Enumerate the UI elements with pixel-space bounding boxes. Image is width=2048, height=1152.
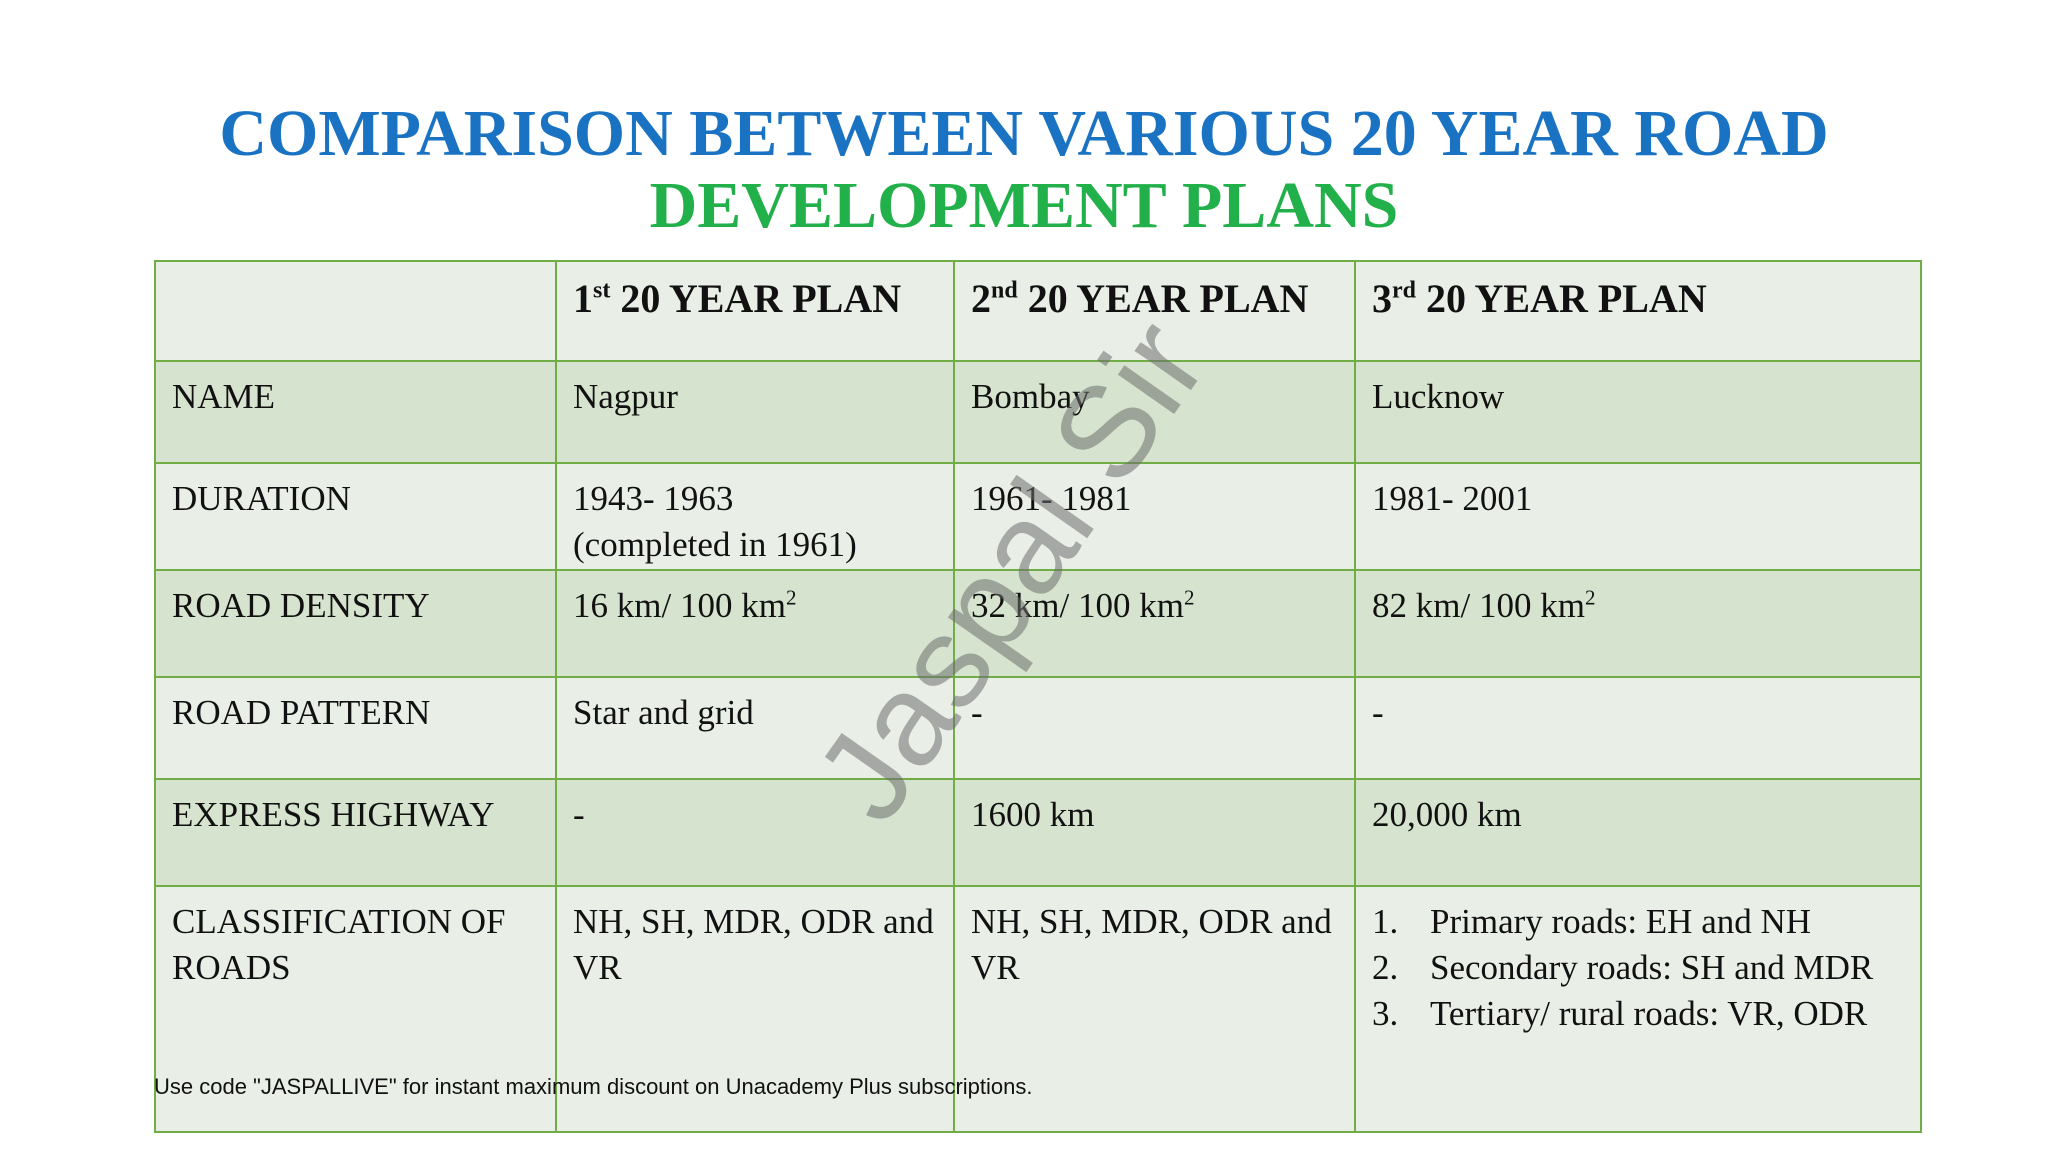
list-text: Primary roads: EH and NH bbox=[1430, 902, 1812, 941]
header-cell: 2nd 20 YEAR PLAN bbox=[953, 260, 1356, 362]
cell: 1981- 2001 bbox=[1354, 462, 1922, 571]
cell bbox=[154, 260, 557, 362]
line: (completed in 1961) bbox=[573, 525, 857, 564]
superscript: 2 bbox=[785, 585, 797, 610]
row: EXPRESS HIGHWAY - 1600 km 20,000 km bbox=[154, 778, 1922, 887]
list-text: Tertiary/ rural roads: VR, ODR bbox=[1430, 994, 1868, 1033]
row-label: ROAD PATTERN bbox=[154, 676, 557, 780]
header-cell: 1st 20 YEAR PLAN bbox=[555, 260, 955, 362]
list-number: 1. bbox=[1372, 902, 1399, 941]
cell: NH, SH, MDR, ODR and VR bbox=[555, 885, 955, 1133]
title-line: COMPARISON BETWEEN VARIOUS 20 YEAR ROAD bbox=[219, 97, 1829, 170]
cell: Star and grid bbox=[555, 676, 955, 780]
ordinal: 3 bbox=[1372, 276, 1392, 321]
row: DURATION 1943- 1963 (completed in 1961) 1… bbox=[154, 462, 1922, 571]
superscript: 2 bbox=[1584, 585, 1596, 610]
header-cell: 3rd 20 YEAR PLAN bbox=[1354, 260, 1922, 362]
row-label: NAME bbox=[154, 360, 557, 464]
title-line: DEVELOPMENT PLANS bbox=[649, 169, 1399, 242]
list-item: 1. Primary roads: EH and NH bbox=[1372, 899, 1904, 945]
cell: Lucknow bbox=[1354, 360, 1922, 464]
ordinal: 2 bbox=[971, 276, 991, 321]
cell: Bombay bbox=[953, 360, 1356, 464]
row: ROAD PATTERN Star and grid - - bbox=[154, 676, 1922, 780]
cell: 1943- 1963 (completed in 1961) bbox=[555, 462, 955, 571]
row: NAME Nagpur Bombay Lucknow bbox=[154, 360, 1922, 464]
header-text: 20 YEAR PLAN bbox=[1426, 276, 1707, 321]
cell: Nagpur bbox=[555, 360, 955, 464]
list-number: 3. bbox=[1372, 994, 1399, 1033]
line: 1961- 1981 bbox=[971, 479, 1132, 518]
cell: - bbox=[555, 778, 955, 887]
list-text: Secondary roads: SH and MDR bbox=[1430, 948, 1874, 987]
row-label: ROAD DENSITY bbox=[154, 569, 557, 678]
cell: 32 km/ 100 km2 bbox=[953, 569, 1356, 678]
suffix: rd bbox=[1392, 277, 1416, 304]
cell-text: 16 km/ 100 km bbox=[573, 586, 786, 625]
row-label: DURATION bbox=[154, 462, 557, 571]
line: 1943- 1963 bbox=[573, 479, 734, 518]
cell: - bbox=[953, 676, 1356, 780]
cell: 1600 km bbox=[953, 778, 1356, 887]
footer-note: Use code "JASPALLIVE" for instant maximu… bbox=[154, 1074, 1033, 1099]
list-item: 2. Secondary roads: SH and MDR bbox=[1372, 945, 1904, 991]
cell: - bbox=[1354, 676, 1922, 780]
row: CLASSIFICATION OF ROADS NH, SH, MDR, ODR… bbox=[154, 885, 1922, 1133]
superscript: 2 bbox=[1183, 585, 1195, 610]
cell: 1961- 1981 bbox=[953, 462, 1356, 571]
suffix: st bbox=[593, 277, 611, 304]
line: 1981- 2001 bbox=[1372, 479, 1533, 518]
row-label: EXPRESS HIGHWAY bbox=[154, 778, 557, 887]
cell-text: 32 km/ 100 km bbox=[971, 586, 1184, 625]
cell-text: 82 km/ 100 km bbox=[1372, 586, 1585, 625]
list-number: 2. bbox=[1372, 948, 1399, 987]
cell: NH, SH, MDR, ODR and VR bbox=[953, 885, 1356, 1133]
comparison-table: 1st 20 YEAR PLAN 2nd 20 YEAR PLAN 3rd 20… bbox=[154, 260, 1922, 1133]
header-row: 1st 20 YEAR PLAN 2nd 20 YEAR PLAN 3rd 20… bbox=[154, 260, 1922, 362]
cell: 1. Primary roads: EH and NH 2. Secondary r… bbox=[1354, 885, 1922, 1133]
header-text: 20 YEAR PLAN bbox=[1027, 276, 1309, 321]
suffix: nd bbox=[991, 277, 1018, 304]
list-item: 3. Tertiary/ rural roads: VR, ODR bbox=[1372, 991, 1904, 1037]
cell: 82 km/ 100 km2 bbox=[1354, 569, 1922, 678]
cell: 16 km/ 100 km2 bbox=[555, 569, 955, 678]
header-text: 20 YEAR PLAN bbox=[620, 276, 902, 321]
ordinal: 1 bbox=[573, 276, 593, 321]
row-label: CLASSIFICATION OF ROADS bbox=[154, 885, 557, 1133]
cell: 20,000 km bbox=[1354, 778, 1922, 887]
row: ROAD DENSITY 16 km/ 100 km2 32 km/ 100 k… bbox=[154, 569, 1922, 678]
